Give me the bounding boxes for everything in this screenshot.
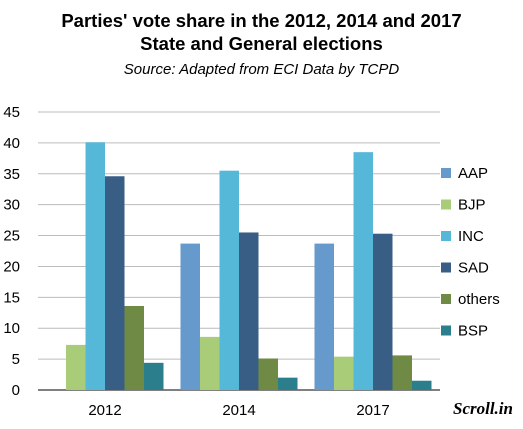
legend-swatch-bsp: [441, 325, 451, 336]
y-tick-label: 30: [3, 197, 20, 214]
bar-sad-2017: [373, 233, 393, 390]
bar-bsp-2017: [412, 380, 432, 390]
legend-swatch-bjp: [441, 199, 451, 210]
legend-label-inc: INC: [458, 228, 484, 245]
legend: AAP BJP INC SAD others BSP: [441, 165, 500, 340]
chart-subtitle: Source: Adapted from ECI Data by TCPD: [123, 61, 400, 78]
bar-bsp-2012: [144, 362, 164, 390]
x-tick-label: 2014: [222, 402, 255, 419]
y-tick-label: 10: [3, 320, 20, 337]
legend-label-others: others: [458, 291, 500, 308]
bar-aap-2017: [314, 243, 334, 390]
bar-bjp-2012: [66, 344, 86, 390]
bar-bsp-2014: [278, 377, 298, 390]
y-tick-label: 0: [12, 382, 20, 399]
bar-inc-2012: [85, 142, 105, 390]
y-tick-label: 25: [3, 228, 20, 245]
legend-label-bsp: BSP: [458, 323, 488, 340]
y-axis-ticks: 0 5 10 15 20 25 30 35 40 45: [3, 104, 20, 399]
legend-label-bjp: BJP: [458, 197, 486, 214]
y-tick-label: 40: [3, 135, 20, 152]
bar-inc-2017: [353, 152, 373, 390]
y-tick-label: 5: [12, 351, 20, 368]
legend-label-aap: AAP: [458, 165, 488, 182]
bar-others-2012: [124, 305, 144, 390]
bar-bjp-2014: [200, 336, 220, 390]
chart-title-line1: Parties' vote share in the 2012, 2014 an…: [61, 10, 462, 31]
bar-others-2017: [392, 355, 412, 390]
bars: [66, 142, 432, 390]
y-tick-label: 35: [3, 166, 20, 183]
bar-aap-2014: [180, 243, 200, 390]
legend-swatch-aap: [441, 168, 451, 178]
legend-label-sad: SAD: [458, 260, 489, 277]
y-tick-label: 15: [3, 289, 20, 306]
bar-bjp-2017: [334, 356, 354, 390]
legend-swatch-inc: [441, 231, 451, 241]
bar-others-2014: [258, 358, 278, 390]
x-tick-label: 2012: [88, 402, 121, 419]
bar-sad-2012: [105, 176, 125, 390]
y-tick-label: 45: [3, 104, 20, 121]
bar-sad-2014: [239, 232, 259, 390]
x-tick-label: 2017: [356, 402, 389, 419]
scroll-in-logo: Scroll.in: [453, 399, 513, 418]
chart-title-line2: State and General elections: [140, 33, 383, 54]
legend-swatch-others: [441, 294, 451, 304]
y-tick-label: 20: [3, 258, 20, 275]
x-axis-ticks: 2012 2014 2017: [88, 402, 389, 419]
legend-swatch-sad: [441, 262, 451, 273]
bar-inc-2014: [219, 170, 239, 390]
